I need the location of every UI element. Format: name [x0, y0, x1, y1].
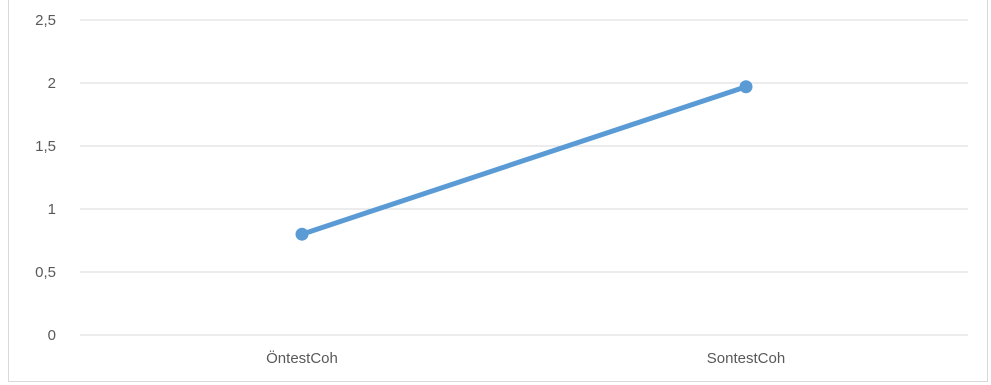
y-tick-label: 1: [48, 201, 56, 218]
y-tick-label: 1,5: [35, 138, 56, 155]
gridlines: [80, 19, 968, 336]
y-tick-label: 2: [48, 75, 56, 92]
series: [295, 80, 753, 241]
chart-frame: [8, 0, 988, 382]
y-tick-label: 2,5: [35, 12, 56, 29]
x-category-label: SontestCoh: [707, 350, 785, 367]
x-category-label: ÖntestCoh: [266, 349, 338, 367]
y-tick-label: 0: [48, 327, 56, 344]
y-tick-label: 0,5: [35, 264, 56, 281]
y-axis-tick-labels: 0 0,5 1 1,5 2 2,5: [35, 12, 56, 344]
data-point: [295, 227, 309, 241]
x-axis-category-labels: ÖntestCoh SontestCoh: [266, 349, 785, 367]
data-point: [739, 80, 753, 94]
series-line: [299, 84, 749, 237]
